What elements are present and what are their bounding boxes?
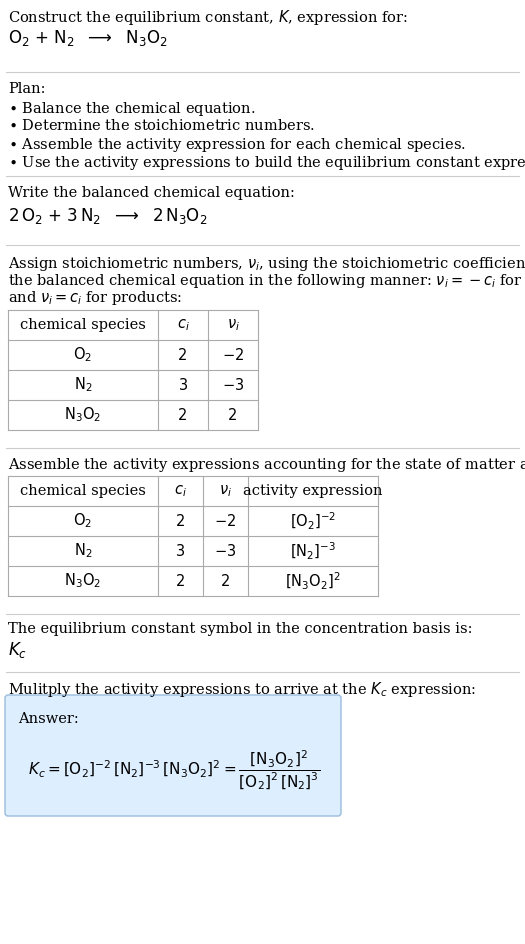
Text: $\bullet$ Assemble the activity expression for each chemical species.: $\bullet$ Assemble the activity expressi… <box>8 136 466 154</box>
Text: $K_c$: $K_c$ <box>8 640 27 660</box>
Text: $-2$: $-2$ <box>214 513 237 529</box>
Text: $\mathrm{O_2}$ $+$ $\mathrm{N_2}$  $\longrightarrow$  $\mathrm{N_3O_2}$: $\mathrm{O_2}$ $+$ $\mathrm{N_2}$ $\long… <box>8 28 167 48</box>
Text: $[\mathrm{N_2}]^{-3}$: $[\mathrm{N_2}]^{-3}$ <box>290 541 336 562</box>
Text: $-2$: $-2$ <box>222 347 244 363</box>
Text: 2: 2 <box>178 347 188 362</box>
Text: $\nu_i$: $\nu_i$ <box>219 483 232 498</box>
Text: $[\mathrm{O_2}]^{-2}$: $[\mathrm{O_2}]^{-2}$ <box>290 511 336 531</box>
Text: $\mathrm{N_2}$: $\mathrm{N_2}$ <box>74 376 92 395</box>
Text: activity expression: activity expression <box>243 484 383 498</box>
Text: 2: 2 <box>176 574 185 588</box>
Text: $\mathrm{O_2}$: $\mathrm{O_2}$ <box>74 512 92 531</box>
Text: $\bullet$ Determine the stoichiometric numbers.: $\bullet$ Determine the stoichiometric n… <box>8 118 315 133</box>
Text: $\mathrm{2\,O_2}$ $+$ $\mathrm{3\,N_2}$  $\longrightarrow$  $\mathrm{2\,N_3O_2}$: $\mathrm{2\,O_2}$ $+$ $\mathrm{3\,N_2}$ … <box>8 206 207 226</box>
Text: $c_i$: $c_i$ <box>176 317 190 333</box>
Text: Construct the equilibrium constant, $K$, expression for:: Construct the equilibrium constant, $K$,… <box>8 8 408 27</box>
Text: $c_i$: $c_i$ <box>174 483 187 498</box>
Text: 2: 2 <box>228 408 238 423</box>
Text: $\mathrm{N_2}$: $\mathrm{N_2}$ <box>74 542 92 561</box>
Text: 2: 2 <box>178 408 188 423</box>
Text: $\bullet$ Balance the chemical equation.: $\bullet$ Balance the chemical equation. <box>8 100 255 118</box>
Text: the balanced chemical equation in the following manner: $\nu_i = -c_i$ for react: the balanced chemical equation in the fo… <box>8 272 525 290</box>
Text: Plan:: Plan: <box>8 82 46 96</box>
Text: and $\nu_i = c_i$ for products:: and $\nu_i = c_i$ for products: <box>8 289 182 307</box>
Text: chemical species: chemical species <box>20 484 146 498</box>
Text: $-3$: $-3$ <box>222 377 244 393</box>
Text: 3: 3 <box>178 378 187 393</box>
Text: $\nu_i$: $\nu_i$ <box>226 317 239 333</box>
Text: $\mathrm{N_3O_2}$: $\mathrm{N_3O_2}$ <box>65 406 101 425</box>
Text: $[\mathrm{N_3O_2}]^{2}$: $[\mathrm{N_3O_2}]^{2}$ <box>285 570 341 592</box>
Text: $\bullet$ Use the activity expressions to build the equilibrium constant express: $\bullet$ Use the activity expressions t… <box>8 154 525 172</box>
Text: $-3$: $-3$ <box>214 543 237 559</box>
Text: Answer:: Answer: <box>18 712 79 726</box>
Text: Assemble the activity expressions accounting for the state of matter and $\nu_i$: Assemble the activity expressions accoun… <box>8 456 525 474</box>
Text: $\mathrm{N_3O_2}$: $\mathrm{N_3O_2}$ <box>65 572 101 590</box>
FancyBboxPatch shape <box>5 695 341 816</box>
Text: $K_c = [\mathrm{O_2}]^{-2}\,[\mathrm{N_2}]^{-3}\,[\mathrm{N_3O_2}]^{2} = \dfrac{: $K_c = [\mathrm{O_2}]^{-2}\,[\mathrm{N_2… <box>28 748 320 792</box>
Text: Assign stoichiometric numbers, $\nu_i$, using the stoichiometric coefficients, $: Assign stoichiometric numbers, $\nu_i$, … <box>8 255 525 273</box>
Text: 3: 3 <box>176 544 185 559</box>
Text: 2: 2 <box>221 574 230 588</box>
Text: $\mathrm{O_2}$: $\mathrm{O_2}$ <box>74 346 92 364</box>
Text: The equilibrium constant symbol in the concentration basis is:: The equilibrium constant symbol in the c… <box>8 622 472 636</box>
Text: chemical species: chemical species <box>20 318 146 332</box>
Text: Write the balanced chemical equation:: Write the balanced chemical equation: <box>8 186 295 200</box>
Text: Mulitply the activity expressions to arrive at the $K_c$ expression:: Mulitply the activity expressions to arr… <box>8 680 476 699</box>
Text: 2: 2 <box>176 514 185 529</box>
